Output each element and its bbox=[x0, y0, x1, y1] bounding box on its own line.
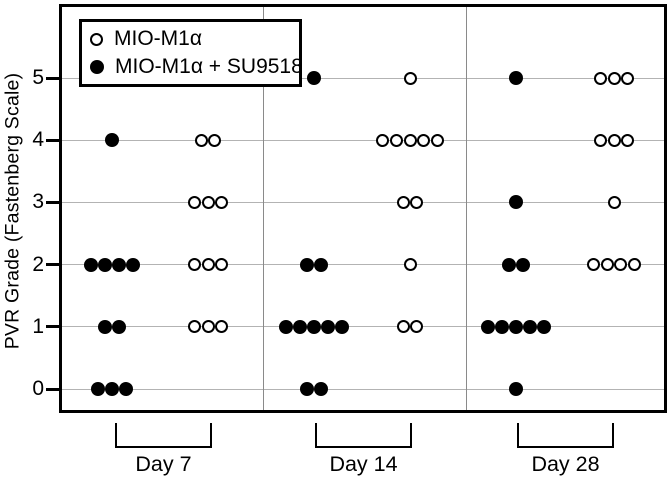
data-point-open bbox=[593, 133, 607, 147]
data-point-open bbox=[607, 71, 621, 85]
data-point-filled bbox=[98, 319, 113, 334]
data-point-open bbox=[201, 195, 215, 209]
panel-divider bbox=[466, 7, 467, 410]
data-point-filled bbox=[125, 257, 140, 272]
data-point-filled bbox=[502, 257, 517, 272]
data-point-filled bbox=[118, 382, 133, 396]
data-point-open bbox=[201, 320, 215, 334]
data-point-open bbox=[614, 258, 628, 272]
data-point-filled bbox=[105, 382, 119, 396]
y-axis-tick bbox=[46, 138, 59, 142]
data-point-filled bbox=[91, 382, 106, 396]
legend: MIO-M1α MIO-M1α + SU9518 bbox=[79, 19, 303, 87]
data-point-open bbox=[628, 258, 642, 272]
group-label: Day 7 bbox=[135, 452, 192, 476]
data-point-open bbox=[187, 320, 201, 334]
data-point-filled bbox=[300, 382, 315, 396]
data-point-open bbox=[215, 195, 229, 209]
data-point-open bbox=[431, 133, 445, 147]
data-point-open bbox=[201, 258, 215, 272]
data-point-open bbox=[187, 195, 201, 209]
group-bracket bbox=[115, 423, 212, 448]
filled-circle-icon bbox=[90, 60, 104, 74]
gridline bbox=[62, 201, 664, 203]
y-tick-label: 2 bbox=[32, 252, 44, 276]
data-point-filled bbox=[307, 319, 321, 334]
gridline bbox=[62, 388, 664, 390]
data-point-open bbox=[215, 258, 229, 272]
legend-item-mio-m1a-su9518: MIO-M1α + SU9518 bbox=[90, 54, 303, 80]
gridline bbox=[62, 264, 664, 266]
y-axis-tick bbox=[46, 76, 59, 80]
data-point-open bbox=[208, 133, 222, 147]
data-point-open bbox=[187, 258, 201, 272]
y-axis-tick bbox=[46, 387, 59, 391]
data-point-open bbox=[607, 133, 621, 147]
data-point-open bbox=[410, 320, 424, 334]
data-point-open bbox=[215, 320, 229, 334]
y-tick-label: 1 bbox=[32, 314, 44, 338]
data-point-filled bbox=[98, 257, 113, 272]
data-point-filled bbox=[509, 382, 523, 396]
data-point-filled bbox=[313, 382, 328, 396]
data-point-open bbox=[621, 133, 635, 147]
y-axis-tick bbox=[46, 325, 59, 329]
data-point-open bbox=[621, 71, 635, 85]
data-point-open bbox=[607, 195, 621, 209]
data-point-open bbox=[403, 71, 417, 85]
open-circle-icon bbox=[90, 32, 103, 46]
data-point-filled bbox=[84, 257, 99, 272]
y-tick-label: 4 bbox=[32, 128, 44, 152]
data-point-open bbox=[417, 133, 431, 147]
data-point-filled bbox=[300, 257, 315, 272]
data-point-open bbox=[396, 320, 410, 334]
data-point-filled bbox=[536, 319, 551, 334]
data-point-filled bbox=[522, 319, 537, 334]
y-axis-tick bbox=[46, 263, 59, 267]
data-point-open bbox=[586, 258, 600, 272]
panel-divider bbox=[263, 7, 264, 410]
group-label: Day 28 bbox=[531, 452, 600, 476]
data-point-open bbox=[410, 195, 424, 209]
data-point-filled bbox=[279, 319, 294, 334]
group-label: Day 14 bbox=[329, 452, 398, 476]
data-point-filled bbox=[313, 257, 328, 272]
y-tick-label: 0 bbox=[32, 377, 44, 400]
data-point-filled bbox=[334, 319, 349, 334]
data-point-open bbox=[403, 258, 417, 272]
y-tick-label: 5 bbox=[32, 66, 44, 89]
data-point-open bbox=[403, 133, 417, 147]
data-point-filled bbox=[111, 257, 126, 272]
data-point-filled bbox=[509, 71, 523, 85]
data-point-filled bbox=[481, 319, 496, 334]
y-axis-tick bbox=[46, 200, 59, 204]
legend-label: MIO-M1α + SU9518 bbox=[115, 55, 303, 78]
data-point-filled bbox=[509, 319, 523, 334]
data-point-open bbox=[396, 195, 410, 209]
data-point-open bbox=[194, 133, 208, 147]
gridline bbox=[62, 139, 664, 141]
data-point-open bbox=[593, 71, 607, 85]
data-point-filled bbox=[111, 319, 126, 334]
data-point-filled bbox=[105, 133, 119, 148]
y-tick-label: 3 bbox=[32, 190, 44, 214]
data-point-open bbox=[389, 133, 403, 147]
data-point-filled bbox=[495, 319, 510, 334]
data-point-open bbox=[600, 258, 614, 272]
gridline bbox=[62, 77, 664, 79]
data-point-filled bbox=[293, 319, 308, 334]
legend-label: MIO-M1α bbox=[114, 27, 202, 50]
legend-item-mio-m1a: MIO-M1α bbox=[90, 26, 299, 52]
plot-area bbox=[59, 4, 667, 413]
data-point-filled bbox=[515, 257, 530, 272]
group-bracket bbox=[517, 423, 614, 448]
gridline bbox=[62, 326, 664, 328]
data-point-filled bbox=[307, 71, 321, 85]
data-point-filled bbox=[509, 195, 523, 210]
data-point-open bbox=[375, 133, 389, 147]
data-point-filled bbox=[320, 319, 335, 334]
group-bracket bbox=[315, 423, 412, 448]
